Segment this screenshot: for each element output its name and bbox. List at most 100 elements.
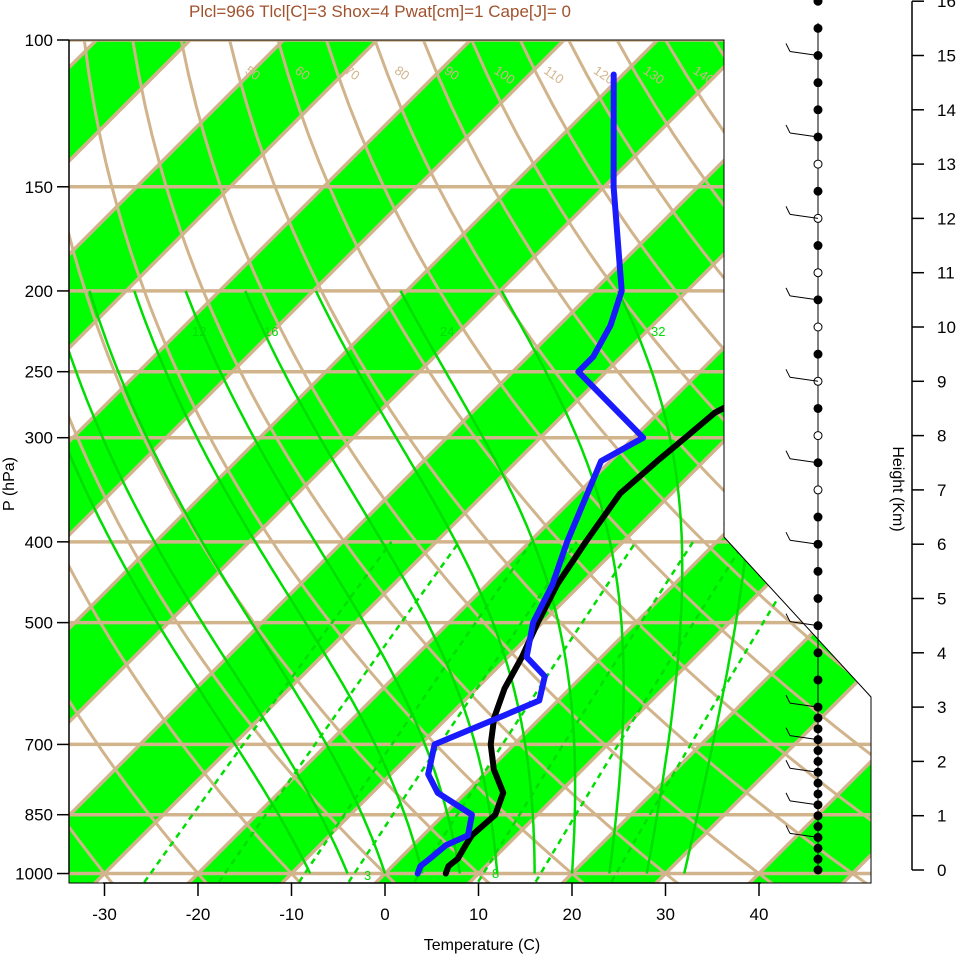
wind-barb-flag (785, 825, 791, 834)
wind-level-dot (813, 724, 823, 734)
chart-title: Plcl=966 Tlcl[C]=3 Shox=4 Pwat[cm]=1 Cap… (189, 2, 571, 21)
wind-level-dot (813, 159, 823, 169)
y-axis-label: P (hPa) (1, 457, 18, 511)
wind-barb-flag (785, 531, 791, 541)
dewpoint-profile (414, 71, 647, 877)
dry-adiabat-line (783, 40, 871, 883)
wind-level-dot (813, 675, 823, 685)
y-tick-label: 700 (25, 735, 53, 754)
height-tick-label: 8 (937, 427, 946, 446)
height-tick-label: 7 (937, 481, 946, 500)
plot-frame (68, 39, 872, 884)
height-tick-label: 13 (937, 155, 956, 174)
height-tick-label: 5 (937, 590, 946, 609)
theta-label: 60 (292, 63, 312, 84)
mixing-ratio-line (136, 541, 393, 883)
dry-adiabat-line (454, 40, 871, 883)
dry-adiabat-line (69, 40, 230, 883)
wind-level-dot (813, 186, 823, 196)
isotherm-band (69, 40, 416, 883)
wind-level-dot (813, 843, 823, 853)
mixing-ratio-line (341, 541, 578, 883)
mixing-ratio-label: 12 (192, 324, 206, 339)
wind-barb-flag (785, 43, 791, 52)
wind-level-dot (813, 241, 823, 251)
moist-adiabat-line (88, 290, 387, 874)
mixing-ratio-label: 16 (264, 324, 278, 339)
x-axis-label: Temperature (C) (424, 937, 540, 954)
mixing-ratio-line (471, 541, 695, 883)
dry-adiabat-line (266, 40, 871, 883)
mixing-ratio-line (605, 541, 814, 883)
wind-barb-flag (785, 206, 791, 215)
wind-barb-flag (785, 613, 791, 622)
wind-barb-flag (785, 369, 791, 378)
theta-label: 90 (442, 63, 462, 84)
wind-level-dot (813, 566, 823, 576)
isotherm-line (69, 40, 230, 883)
wind-barb-flag (785, 727, 791, 736)
theta-label: 80 (392, 63, 412, 84)
temperature-profile (442, 71, 871, 877)
y-tick-label: 200 (25, 282, 53, 301)
wind-level-dot (813, 594, 823, 603)
height-tick-label: 11 (937, 264, 955, 283)
isotherm-band (69, 40, 790, 883)
y-tick-label: 100 (25, 31, 53, 50)
x-tick-label: -30 (92, 905, 117, 924)
isotherm-band (537, 40, 871, 883)
height-tick-label: 2 (937, 752, 946, 771)
height-tick-label: 12 (937, 209, 956, 228)
isotherm-line (69, 40, 510, 883)
theta-label: 50 (243, 63, 263, 84)
wind-barb-flag (785, 450, 791, 459)
height-tick-label: 6 (937, 535, 946, 554)
wind-level-dot (813, 349, 823, 359)
height-tick-label: 10 (937, 318, 956, 337)
moist-adiabat-line (399, 290, 577, 874)
wind-barb (789, 539, 819, 545)
x-tick-label: 40 (750, 905, 769, 924)
height-tick-label: 15 (937, 47, 956, 66)
wind-barb (789, 800, 819, 806)
wind-barb-flag (785, 124, 791, 134)
moist-adiabat-line (184, 290, 462, 874)
wind-barb (789, 376, 819, 382)
wind-level-dot (813, 865, 823, 875)
x-tick-label: -10 (279, 905, 304, 924)
wind-level-dot (813, 0, 823, 6)
wind-barb (789, 295, 819, 301)
x-tick-label: 30 (656, 905, 675, 924)
height-axis-label: Height (Km) (889, 446, 906, 531)
wind-barb-flag (785, 287, 791, 297)
dry-adiabat-line (78, 40, 615, 883)
wind-level-dot (813, 756, 823, 766)
wind-level-dot (813, 746, 823, 756)
mixing-ratio-label: 32 (651, 324, 665, 339)
wind-level-dot (813, 485, 823, 495)
isotherm-line (69, 40, 697, 883)
y-tick-label: 400 (25, 533, 53, 552)
mixing-ratio-line (529, 541, 746, 883)
isotherm-label: 0 (720, 517, 736, 533)
x-tick-label: 0 (380, 905, 389, 924)
moist-adiabat-line (69, 290, 349, 875)
wind-level-dot (813, 78, 823, 88)
isotherm-line (69, 40, 604, 883)
isotherm-line (536, 40, 871, 883)
dry-adiabat-line (737, 40, 871, 883)
mixing-ratio-label: 8 (492, 866, 499, 881)
isotherm-label: -20 (720, 322, 744, 346)
isotherm-line (442, 40, 871, 883)
wind-level-dot (813, 268, 823, 278)
moist-adiabat-line (69, 290, 312, 875)
x-tick-label: 10 (469, 905, 488, 924)
mixing-ratio-line (291, 541, 533, 883)
theta-label: 110 (541, 63, 567, 87)
moist-adiabat-line (314, 290, 536, 874)
wind-barb-flag (785, 792, 791, 802)
wind-level-dot (813, 822, 823, 832)
moist-adiabat-line (616, 290, 684, 874)
